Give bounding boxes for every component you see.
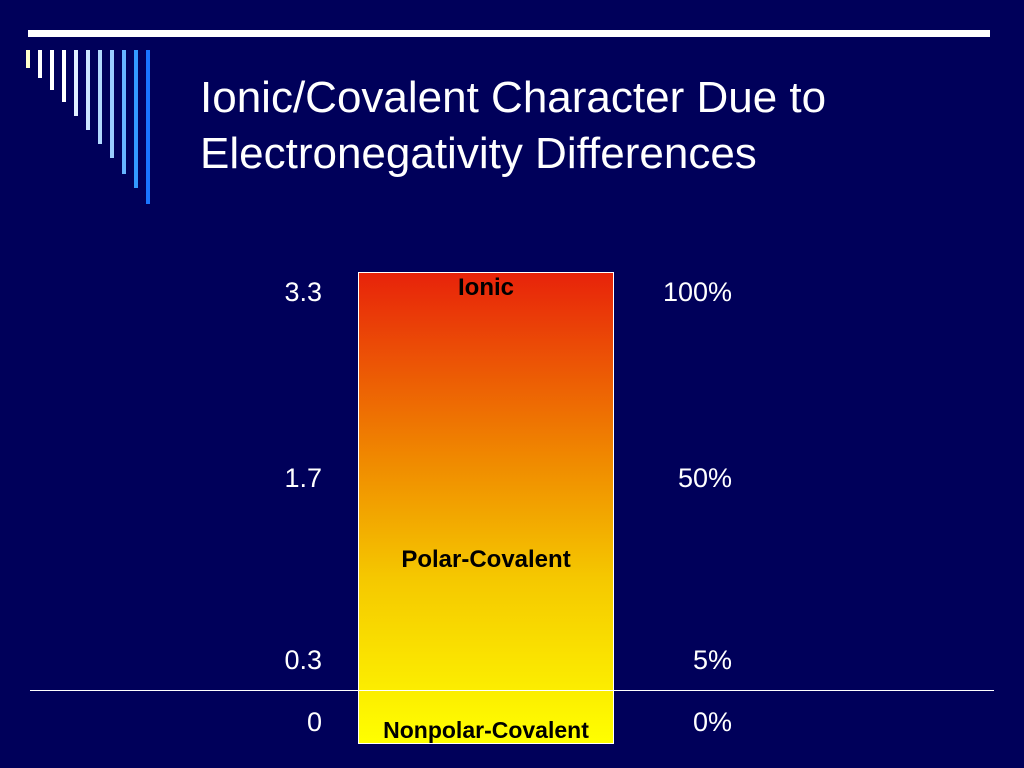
decorative-stripe bbox=[50, 50, 54, 90]
baseline-rule bbox=[30, 690, 994, 691]
decorative-stripe bbox=[86, 50, 90, 130]
nonpolar-covalent-label: Nonpolar-Covalent bbox=[383, 717, 589, 743]
ionic-label: Ionic bbox=[457, 274, 514, 301]
electronegativity-gradient-bar bbox=[358, 272, 614, 744]
decorative-stripe bbox=[134, 50, 138, 188]
polar-covalent-label: Polar-Covalent bbox=[401, 546, 571, 573]
decorative-stripe bbox=[122, 50, 126, 174]
decorative-stripe bbox=[110, 50, 114, 158]
ionic-percent-tick-100: 100% bbox=[662, 277, 732, 307]
en-difference-tick-3-3: 3.3 bbox=[284, 277, 322, 307]
decorative-stripe bbox=[74, 50, 78, 116]
ionic-percent-tick-5: 5% bbox=[692, 645, 732, 675]
slide-title: Ionic/Covalent Character Due to Electron… bbox=[200, 73, 827, 178]
en-difference-tick-1-7: 1.7 bbox=[284, 463, 322, 493]
decorative-stripe bbox=[98, 50, 102, 144]
decorative-stripe bbox=[26, 50, 30, 68]
en-difference-tick-0-3: 0.3 bbox=[284, 645, 322, 675]
decorative-stripe bbox=[38, 50, 42, 78]
top-rule bbox=[28, 30, 990, 37]
en-difference-tick-0: 0 bbox=[306, 707, 322, 737]
decorative-stripe bbox=[62, 50, 66, 102]
decorative-stripe bbox=[146, 50, 150, 204]
ionic-percent-tick-0: 0% bbox=[692, 707, 732, 737]
decorative-stripes bbox=[26, 50, 176, 210]
ionic-percent-tick-50: 50% bbox=[677, 463, 732, 493]
